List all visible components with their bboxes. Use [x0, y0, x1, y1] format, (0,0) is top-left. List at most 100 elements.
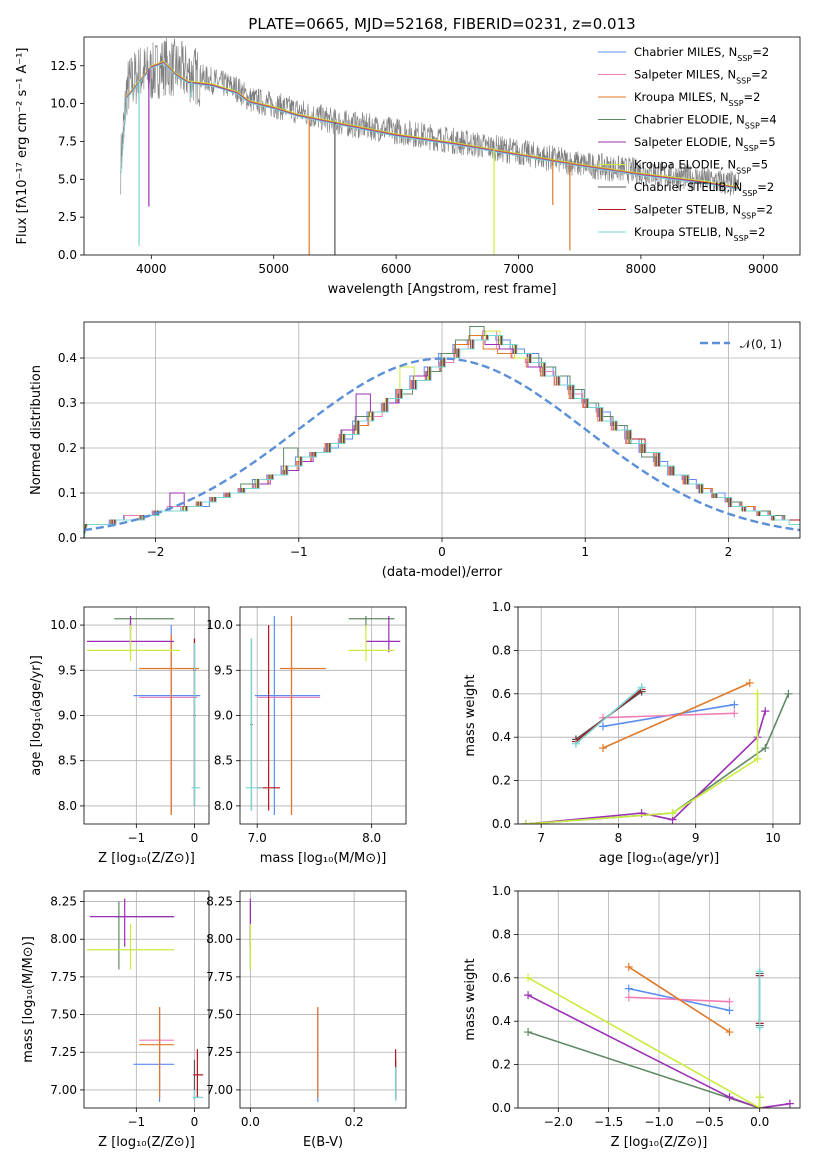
y-tick-label: 0.2	[58, 441, 77, 455]
histogram-step-chabrier_elodie	[84, 326, 800, 538]
y-tick-label: 0.3	[58, 396, 77, 410]
y-tick-label: 0.8	[492, 927, 511, 941]
legend-subscript: SSP	[744, 144, 759, 153]
weight-line-kroupa_miles	[628, 966, 730, 1033]
y-tick-label: 2.5	[58, 210, 77, 224]
x-axis-label: Z [log₁₀(Z/Z⊙)]	[98, 851, 195, 866]
x-tick-label: 10	[765, 831, 780, 845]
weight-line-salpeter_miles	[602, 712, 735, 719]
x-tick-label: 6000	[381, 262, 412, 276]
plus-marker-kroupa_miles	[624, 962, 633, 971]
y-tick-label: 7.50	[206, 1008, 233, 1022]
x-tick-label: 2	[725, 545, 733, 559]
y-tick-label: 5.0	[58, 172, 77, 186]
y-tick-label: 0.0	[492, 1101, 511, 1115]
x-tick-label: 8000	[626, 262, 657, 276]
plus-marker-kroupa_elodie	[753, 754, 762, 763]
legend-suffix: =2	[756, 203, 773, 217]
y-tick-label: 0.0	[58, 531, 77, 545]
y-tick-label: 8.25	[206, 895, 233, 909]
y-axis-label: mass weight	[463, 958, 478, 1040]
legend-subscript: SSP	[737, 54, 752, 63]
plus-marker-kroupa_stelib	[755, 1023, 764, 1032]
weight_vs_age-plot-area	[521, 678, 793, 824]
legend-subscript: SSP	[741, 211, 756, 220]
y-tick-label: 10.0	[50, 618, 77, 632]
legend-label: Chabrier MILES, NSSP=2	[634, 45, 769, 63]
plus-marker-kroupa_stelib	[755, 967, 764, 976]
y-tick-label: 0.0	[58, 248, 77, 262]
plus-marker-salpeter_miles	[624, 993, 633, 1002]
histogram-step-salpeter_elodie	[84, 339, 800, 538]
x-axis-label: mass [log₁₀(M/M⊙)]	[260, 851, 387, 866]
y-tick-label: 7.25	[206, 1045, 233, 1059]
age_vs_mass-plot-area	[245, 616, 401, 815]
x-tick-label: −2.0	[544, 1115, 573, 1129]
weight-line-salpeter_elodie	[525, 710, 766, 824]
mass_vs_ebv-plot-area	[249, 898, 397, 1102]
y-axis-label: mass weight	[463, 674, 478, 756]
histogram-step-salpeter_stelib	[84, 335, 800, 538]
y-tick-label: 0.1	[58, 486, 77, 500]
axes-frame	[83, 606, 210, 825]
legend-subscript: SSP	[736, 76, 751, 85]
weight-line-kroupa_stelib	[575, 686, 643, 745]
x-tick-label: 0.0	[241, 1115, 260, 1129]
legend-subscript: SSP	[736, 166, 751, 175]
x-axis-label: Z [log₁₀(Z/Z⊙)]	[611, 1135, 708, 1150]
x-tick-label: −1	[127, 1115, 145, 1129]
legend-label: Kroupa MILES, NSSP=2	[634, 90, 760, 108]
x-tick-label: 5000	[258, 262, 289, 276]
weight_vs_Z-plot-area	[524, 962, 794, 1108]
y-axis-label: Normed distribution	[29, 365, 44, 495]
legend-label: Chabrier STELIB, NSSP=2	[634, 180, 774, 198]
y-tick-label: 7.00	[50, 1083, 77, 1097]
y-tick-label: 8.0	[214, 799, 233, 813]
plus-marker-kroupa_elodie	[755, 1104, 764, 1108]
y-tick-label: 10.0	[50, 97, 77, 111]
x-tick-label: −1	[290, 545, 308, 559]
y-tick-label: 0.8	[492, 643, 511, 657]
y-axis-label: age [log₁₀(age/yr)]	[29, 655, 44, 776]
histogram-step-kroupa_miles	[84, 335, 799, 538]
x-axis-label: age [log₁₀(age/yr)]	[599, 851, 720, 866]
x-tick-label: 9	[692, 831, 700, 845]
plus-marker-kroupa_miles	[598, 744, 607, 753]
residuals-plot-area	[84, 326, 800, 538]
x-tick-label: −0.5	[695, 1115, 724, 1129]
x-axis-label: Z [log₁₀(Z/Z⊙)]	[98, 1135, 195, 1150]
x-axis-label: E(B-V)	[303, 1135, 343, 1150]
plus-marker-salpeter_miles	[725, 997, 734, 1006]
y-tick-label: 0.6	[492, 687, 511, 701]
legend-suffix: =2	[757, 180, 774, 194]
y-axis-label: mass [log₁₀(M/M⊙)]	[21, 936, 36, 1063]
axes-frame	[239, 606, 407, 825]
plus-marker-salpeter_miles	[730, 709, 739, 718]
plus-marker-salpeter_elodie	[761, 707, 770, 716]
legend-suffix: =5	[751, 158, 768, 172]
y-tick-label: 8.0	[58, 799, 77, 813]
weight-line-salpeter_elodie	[527, 994, 791, 1108]
plus-marker-chabrier_miles	[725, 1006, 734, 1015]
legend-label: Chabrier ELODIE, NSSP=4	[634, 113, 777, 131]
legend-label: Salpeter STELIB, NSSP=2	[634, 203, 773, 221]
axes-frame	[83, 890, 210, 1109]
y-tick-label: 9.0	[214, 709, 233, 723]
plus-marker-chabrier_miles	[624, 984, 633, 993]
x-axis-label: wavelength [Angstrom, rest frame]	[328, 282, 557, 297]
weight-line-kroupa_elodie	[525, 693, 759, 824]
y-tick-label: 7.25	[50, 1045, 77, 1059]
chart-title: PLATE=0665, MJD=52168, FIBERID=0231, z=0…	[248, 15, 635, 33]
y-tick-label: 1.0	[492, 884, 511, 898]
x-tick-label: −2	[147, 545, 165, 559]
plus-marker-kroupa_elodie	[668, 809, 677, 818]
plus-marker-salpeter_elodie	[725, 1093, 734, 1102]
mass_vs_Z-plot-area	[86, 898, 204, 1102]
histogram-step-chabrier_stelib	[84, 335, 800, 538]
y-tick-label: 0.4	[492, 1014, 511, 1028]
plus-marker-kroupa_stelib	[637, 683, 646, 692]
y-tick-label: 12.5	[50, 59, 77, 73]
legend-suffix: =2	[744, 90, 761, 104]
y-tick-label: 8.00	[206, 932, 233, 946]
y-tick-label: 7.75	[50, 970, 77, 984]
